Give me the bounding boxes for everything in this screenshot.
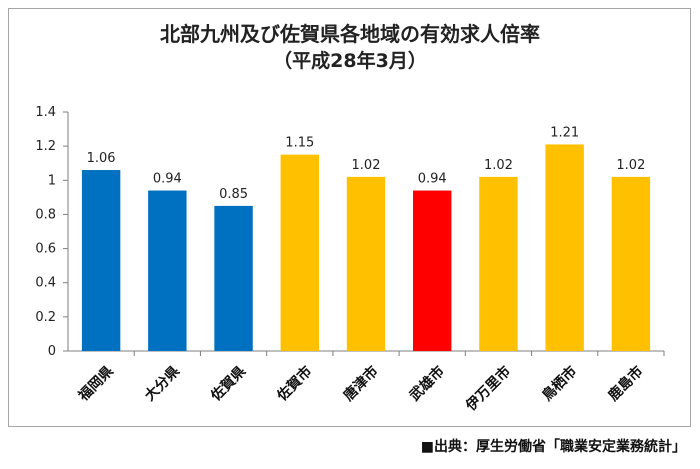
category-label: 武雄市 bbox=[406, 363, 448, 405]
data-label: 0.85 bbox=[219, 187, 248, 202]
bar-9 bbox=[611, 176, 651, 351]
bar-4 bbox=[280, 154, 319, 351]
data-label: 0.94 bbox=[153, 172, 182, 187]
data-label: 1.02 bbox=[484, 158, 513, 173]
data-label: 1.02 bbox=[352, 158, 381, 173]
bar-8 bbox=[545, 144, 584, 351]
category-label: 大分県 bbox=[141, 363, 183, 405]
data-label: 1.15 bbox=[285, 136, 314, 151]
category-label: 鹿島市 bbox=[604, 363, 646, 405]
bar-layer bbox=[81, 144, 651, 351]
bar-1 bbox=[81, 170, 121, 351]
y-tick-label: 1.4 bbox=[35, 105, 56, 120]
data-label: 1.02 bbox=[616, 158, 645, 173]
category-label: 伊万里市 bbox=[462, 363, 514, 415]
data-label: 1.06 bbox=[87, 151, 116, 166]
y-tick-label: 0 bbox=[48, 344, 56, 359]
data-label: 1.21 bbox=[550, 125, 579, 140]
category-label: 唐津市 bbox=[340, 363, 382, 405]
bar-6 bbox=[413, 190, 452, 351]
y-tick-label: 0.2 bbox=[35, 310, 56, 325]
y-tick-label: 1.2 bbox=[35, 139, 56, 154]
category-label: 鳥栖市 bbox=[539, 363, 581, 405]
bar-5 bbox=[346, 176, 386, 351]
y-tick-label: 0.4 bbox=[35, 276, 56, 291]
data-label: 0.94 bbox=[418, 172, 447, 187]
chart-title-text: 北部九州及び佐賀県各地域の有効求人倍率 bbox=[160, 22, 540, 46]
bar-3 bbox=[214, 205, 253, 351]
source-note: ■出典：厚生労働省「職業安定業務統計」 bbox=[420, 439, 686, 455]
category-label: 福岡県 bbox=[74, 363, 116, 405]
bar-7 bbox=[479, 176, 518, 351]
chart-subtitle-text: （平成28年3月） bbox=[273, 50, 427, 72]
y-tick-label: 0.6 bbox=[35, 242, 56, 257]
y-tick-label: 1 bbox=[48, 173, 56, 188]
bar-2 bbox=[148, 190, 187, 351]
y-tick-label: 0.8 bbox=[35, 207, 56, 222]
category-label: 佐賀県 bbox=[207, 363, 249, 405]
category-label: 佐賀市 bbox=[273, 363, 315, 405]
